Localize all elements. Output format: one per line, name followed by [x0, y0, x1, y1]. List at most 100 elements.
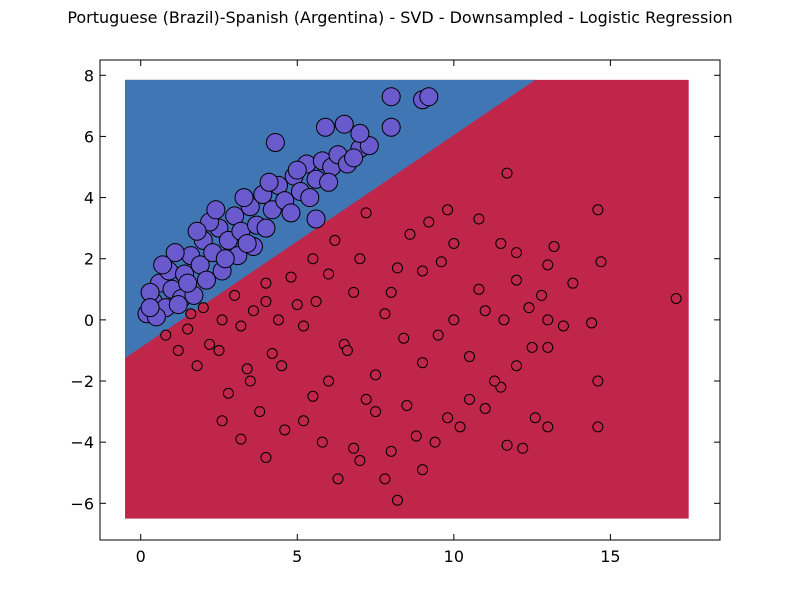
data-point: [276, 360, 288, 372]
plot-frame: [99, 59, 721, 541]
data-point: [222, 387, 234, 399]
data-point: [370, 406, 382, 418]
data-point: [417, 265, 429, 277]
data-point: [178, 273, 198, 293]
data-point: [341, 344, 353, 356]
data-point: [370, 369, 382, 381]
data-point: [298, 320, 310, 332]
data-point: [300, 188, 320, 208]
data-point: [259, 172, 279, 192]
data-point: [398, 332, 410, 344]
data-point: [213, 344, 225, 356]
data-point: [501, 439, 513, 451]
data-point: [197, 302, 209, 314]
data-point: [215, 249, 235, 269]
data-point: [348, 442, 360, 454]
data-point: [354, 455, 366, 467]
data-point: [260, 296, 272, 308]
data-point: [315, 117, 335, 137]
data-point: [526, 341, 538, 353]
data-point: [432, 329, 444, 341]
data-point: [404, 228, 416, 240]
data-point: [153, 255, 173, 275]
data-point: [442, 412, 454, 424]
data-point: [442, 204, 454, 216]
data-point: [235, 320, 247, 332]
data-point: [360, 207, 372, 219]
axis-ticks: 0 5 10 15 −6 −4 −2 0 2 4 6 8: [70, 60, 720, 566]
data-point: [391, 262, 403, 274]
y-tick-label: 0: [84, 311, 94, 330]
data-point: [196, 270, 216, 290]
data-point: [323, 375, 335, 387]
data-point: [410, 430, 422, 442]
data-point: [266, 348, 278, 360]
data-point: [206, 200, 226, 220]
data-point: [172, 344, 184, 356]
x-tick-label: 5: [292, 547, 302, 566]
y-tick-label: 2: [84, 250, 94, 269]
data-point: [567, 277, 579, 289]
data-point: [235, 433, 247, 445]
data-point: [287, 160, 307, 180]
data-point: [310, 296, 322, 308]
data-point: [592, 375, 604, 387]
x-tick-label: 15: [600, 547, 620, 566]
data-point: [241, 363, 253, 375]
data-point: [234, 188, 254, 208]
data-point: [435, 256, 447, 268]
data-point: [307, 253, 319, 265]
chart-title: Portuguese (Brazil)-Spanish (Argentina) …: [67, 8, 733, 27]
data-point: [348, 286, 360, 298]
data-point: [463, 351, 475, 363]
data-point: [391, 494, 403, 506]
data-point: [479, 305, 491, 317]
data-point: [479, 403, 491, 415]
x-tick-label: 0: [136, 547, 146, 566]
data-point: [168, 295, 188, 315]
data-point: [529, 412, 541, 424]
data-point: [454, 421, 466, 433]
data-point: [536, 289, 548, 301]
data-point: [306, 209, 326, 229]
data-point: [448, 237, 460, 249]
data-point: [281, 203, 301, 223]
data-point: [187, 221, 207, 241]
data-point: [256, 218, 276, 238]
data-point: [319, 172, 339, 192]
data-point: [592, 204, 604, 216]
data-point: [489, 375, 501, 387]
data-point: [381, 117, 401, 137]
data-point: [344, 148, 364, 168]
data-point: [557, 320, 569, 332]
data-point: [401, 399, 413, 411]
data-point: [523, 302, 535, 314]
data-point: [586, 317, 598, 329]
data-point: [498, 314, 510, 326]
data-point: [670, 292, 682, 304]
data-points: [137, 87, 682, 506]
data-point: [592, 421, 604, 433]
data-point: [429, 436, 441, 448]
data-point: [191, 360, 203, 372]
y-tick-label: −6: [70, 494, 94, 513]
y-tick-label: 4: [84, 189, 94, 208]
data-point: [385, 286, 397, 298]
data-point: [260, 277, 272, 289]
data-point: [510, 274, 522, 286]
data-point: [473, 283, 485, 295]
data-point: [329, 234, 341, 246]
data-point: [140, 298, 160, 318]
data-point: [334, 114, 354, 134]
data-point: [237, 233, 257, 253]
data-point: [307, 390, 319, 402]
data-point: [379, 473, 391, 485]
data-point: [216, 415, 228, 427]
data-point: [182, 323, 194, 335]
data-point: [423, 216, 435, 228]
data-point: [542, 314, 554, 326]
data-point: [165, 243, 185, 263]
data-point: [254, 406, 266, 418]
y-tick-label: −2: [70, 372, 94, 391]
